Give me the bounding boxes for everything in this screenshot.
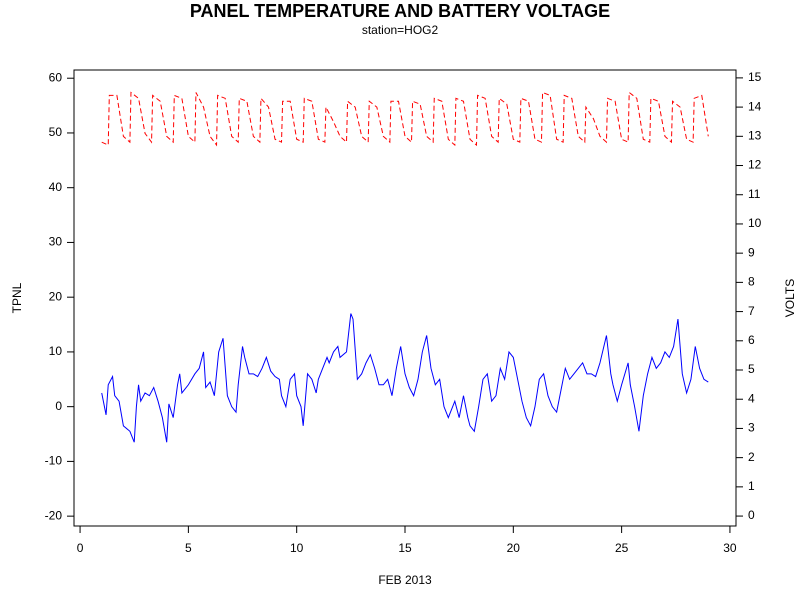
x-axis-label: FEB 2013 [378, 573, 432, 587]
y-tick-label: 10 [49, 344, 63, 358]
y2-tick-label: 14 [748, 99, 762, 113]
y2-tick-label: 12 [748, 158, 762, 172]
y2-tick-label: 15 [748, 70, 762, 84]
y-tick-label: -10 [45, 454, 63, 468]
y2-tick-label: 8 [748, 275, 755, 289]
x-tick-label: 10 [290, 541, 304, 555]
y2-tick-label: 11 [748, 187, 761, 201]
x-tick-label: 5 [185, 541, 192, 555]
y2-tick-label: 2 [748, 450, 755, 464]
y-tick-label: 20 [49, 289, 63, 303]
y2-tick-label: 6 [748, 333, 755, 347]
y2-tick-label: 13 [748, 128, 762, 142]
y2-tick-label: 0 [748, 508, 755, 522]
y-axis-label: TPNL [10, 282, 24, 313]
y2-tick-label: 4 [748, 391, 755, 405]
y2-axis-label: VOLTS [783, 279, 797, 317]
y-tick-label: 30 [49, 235, 63, 249]
y2-tick-label: 1 [748, 479, 755, 493]
chart-title: PANEL TEMPERATURE AND BATTERY VOLTAGE [190, 1, 610, 21]
y2-tick-label: 3 [748, 421, 755, 435]
chart-subtitle: station=HOG2 [362, 23, 439, 37]
x-tick-label: 30 [723, 541, 737, 555]
y2-tick-label: 5 [748, 362, 755, 376]
y-tick-label: 40 [49, 180, 63, 194]
x-tick-label: 15 [398, 541, 412, 555]
y-tick-label: 0 [55, 399, 62, 413]
y-tick-label: 60 [49, 70, 63, 84]
series-line [101, 91, 709, 147]
series-line [101, 313, 709, 443]
x-tick-label: 20 [507, 541, 521, 555]
y2-tick-label: 10 [748, 216, 762, 230]
y-tick-label: 50 [49, 125, 63, 139]
x-tick-label: 0 [77, 541, 84, 555]
y-tick-label: -20 [45, 508, 63, 522]
y2-tick-label: 7 [748, 304, 755, 318]
x-tick-label: 25 [615, 541, 629, 555]
y2-tick-label: 9 [748, 245, 755, 259]
